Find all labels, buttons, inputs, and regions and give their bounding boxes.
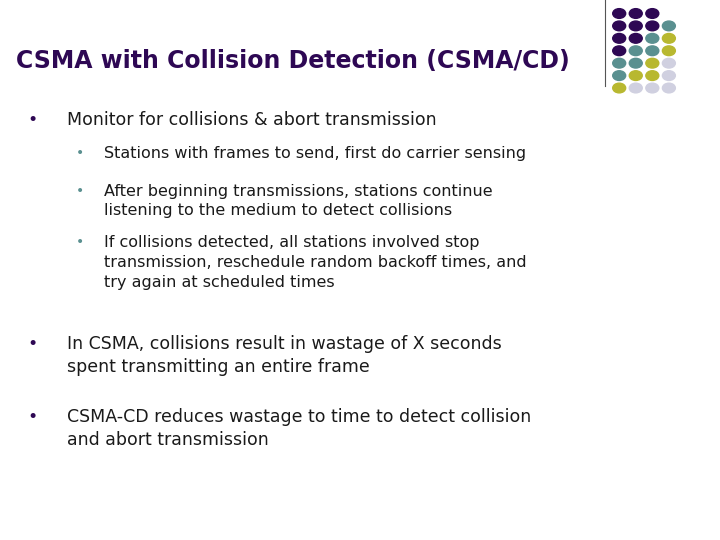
Circle shape	[662, 21, 675, 31]
Circle shape	[646, 46, 659, 56]
Circle shape	[646, 33, 659, 43]
Circle shape	[613, 21, 626, 31]
Text: Stations with frames to send, first do carrier sensing: Stations with frames to send, first do c…	[104, 146, 526, 161]
Circle shape	[662, 83, 675, 93]
Text: •: •	[27, 408, 37, 426]
Text: •: •	[27, 335, 37, 353]
Circle shape	[629, 71, 642, 80]
Circle shape	[613, 33, 626, 43]
Circle shape	[646, 83, 659, 93]
Text: After beginning transmissions, stations continue
listening to the medium to dete: After beginning transmissions, stations …	[104, 184, 493, 218]
Text: If collisions detected, all stations involved stop
transmission, reschedule rand: If collisions detected, all stations inv…	[104, 235, 527, 289]
Circle shape	[613, 58, 626, 68]
Circle shape	[613, 83, 626, 93]
Text: •: •	[76, 146, 84, 160]
Text: In CSMA, collisions result in wastage of X seconds
spent transmitting an entire : In CSMA, collisions result in wastage of…	[67, 335, 502, 376]
Circle shape	[613, 9, 626, 18]
Circle shape	[613, 46, 626, 56]
Circle shape	[613, 71, 626, 80]
Circle shape	[662, 58, 675, 68]
Circle shape	[629, 9, 642, 18]
Circle shape	[629, 83, 642, 93]
Circle shape	[662, 46, 675, 56]
Circle shape	[629, 33, 642, 43]
Text: •: •	[27, 111, 37, 129]
Circle shape	[646, 9, 659, 18]
Circle shape	[646, 71, 659, 80]
Text: CSMA-CD reduces wastage to time to detect collision
and abort transmission: CSMA-CD reduces wastage to time to detec…	[67, 408, 531, 449]
Text: •: •	[76, 184, 84, 198]
Text: Monitor for collisions & abort transmission: Monitor for collisions & abort transmiss…	[67, 111, 436, 129]
Circle shape	[629, 58, 642, 68]
Circle shape	[646, 21, 659, 31]
Circle shape	[629, 21, 642, 31]
Circle shape	[629, 46, 642, 56]
Text: CSMA with Collision Detection (CSMA/CD): CSMA with Collision Detection (CSMA/CD)	[16, 49, 570, 72]
Text: •: •	[76, 235, 84, 249]
Circle shape	[662, 33, 675, 43]
Circle shape	[646, 58, 659, 68]
Circle shape	[662, 71, 675, 80]
